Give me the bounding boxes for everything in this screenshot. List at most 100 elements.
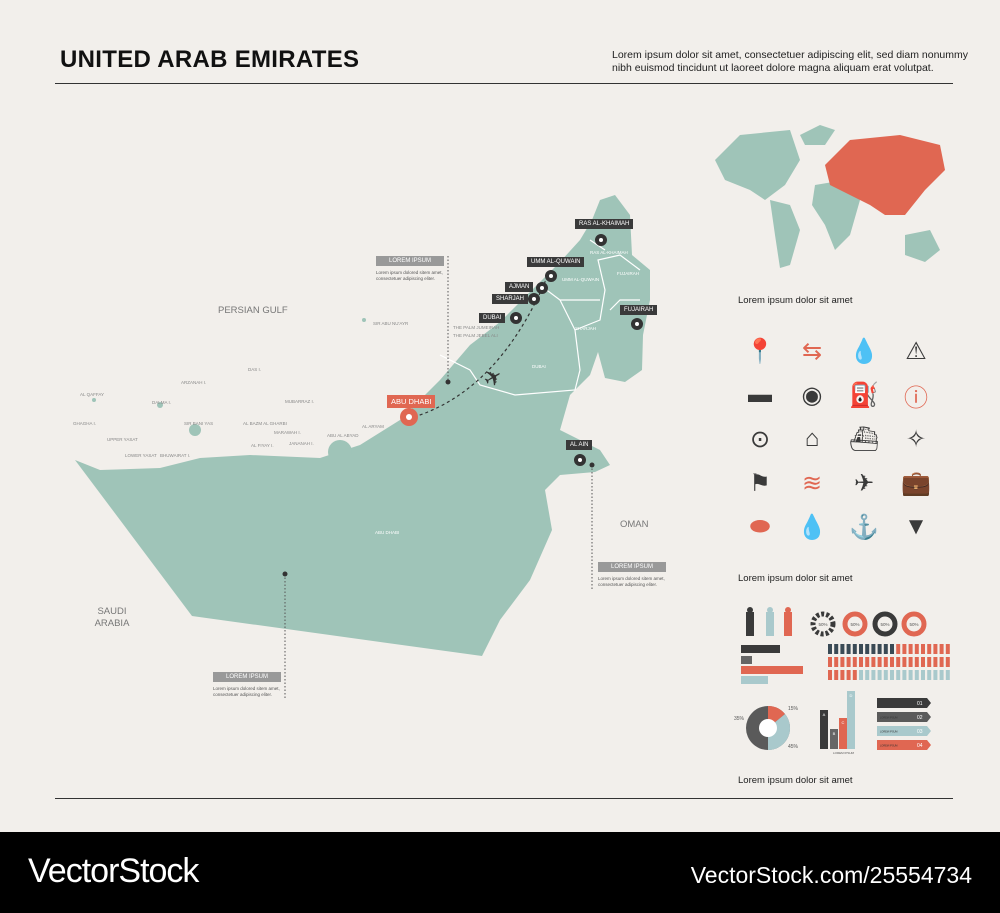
- callout-title: LOREM IPSUM: [213, 672, 281, 682]
- brand-logo: VectorStock: [28, 852, 199, 890]
- image-id: VectorStock.com/25554734: [690, 862, 972, 888]
- person-mark: [939, 644, 944, 654]
- drops-icon: 💧: [849, 337, 879, 365]
- fuel-pump-icon: ⛽: [849, 381, 879, 409]
- compass-icon: ✧: [905, 425, 927, 453]
- person-mark: [896, 644, 901, 654]
- info-icon: ⓘ: [904, 384, 928, 412]
- warning-icon: ⚠: [905, 337, 927, 365]
- suitcase-icon: 💼: [901, 469, 931, 497]
- person-mark: [914, 670, 919, 680]
- bar: [847, 691, 855, 749]
- anchor-icon: ⚓: [849, 513, 879, 541]
- city-marker[interactable]: [536, 282, 548, 294]
- description: Lorem ipsum dolor sit amet, consectetuer…: [612, 49, 968, 74]
- capital-marker[interactable]: [400, 408, 418, 426]
- callout-text: Lorem ipsum dolored sitem amet, consecte…: [598, 576, 665, 587]
- city-marker[interactable]: [528, 293, 540, 305]
- person-mark: [902, 644, 907, 654]
- city-marker[interactable]: [595, 234, 607, 246]
- person-mark: [945, 670, 950, 680]
- caption: Lorem ipsum dolor sit amet: [738, 573, 853, 584]
- person-mark: [871, 644, 876, 654]
- person-mark: [883, 657, 888, 667]
- progress-bar: [741, 666, 803, 674]
- circle-dot-icon: ⊙: [749, 425, 771, 453]
- place-label: AL BAZM AL GHARBI: [243, 421, 287, 426]
- city-label: SHARJAH: [492, 294, 529, 304]
- target-icon: ◉: [801, 381, 823, 409]
- place-label: LOWER YASAT: [125, 453, 157, 458]
- bar-label: A: [823, 712, 826, 717]
- place-label: GHAGHA I.: [73, 421, 97, 426]
- person-mark: [896, 657, 901, 667]
- person-mark: [908, 657, 913, 667]
- city-label: RAS AL-KHAIMAH: [575, 219, 634, 229]
- flag-banner-icon: ▬: [748, 381, 772, 408]
- footer: VectorStock VectorStock.com/25554734: [0, 832, 1000, 913]
- place-label: SIR BANI YAS: [184, 421, 214, 426]
- donut-label: 50%: [818, 622, 827, 627]
- city-marker[interactable]: [545, 270, 557, 282]
- pie-label: 45%: [788, 744, 799, 750]
- person-mark: [896, 670, 901, 680]
- place-label: SIR ABU NU'AYR: [373, 321, 409, 326]
- person-mark: [927, 670, 932, 680]
- person-mark: [834, 644, 839, 654]
- person-mark: [834, 657, 839, 667]
- place-label: THE PALM JEBEL ALI: [453, 333, 498, 338]
- donut-ring: [872, 611, 898, 637]
- place-label: ARZANAH I.: [181, 380, 207, 385]
- region-abu-dhabi: ABU DHABI: [375, 530, 400, 535]
- list-item: [877, 698, 931, 708]
- city-marker[interactable]: [510, 312, 522, 324]
- place-label: ABU AL ABYAD: [327, 433, 359, 438]
- person-mark: [939, 670, 944, 680]
- donut-label: 50%: [850, 622, 859, 627]
- person-mark: [865, 657, 870, 667]
- person-mark: [933, 670, 938, 680]
- person-mark: [902, 657, 907, 667]
- person-mark: [945, 644, 950, 654]
- region-dubai: DUBAI: [532, 364, 546, 369]
- person-figure: [746, 612, 754, 636]
- person-mark: [859, 644, 863, 654]
- place-label: BHUWAIRAT I.: [160, 453, 191, 458]
- push-pin-icon: ⬬: [749, 513, 771, 540]
- person-mark: [859, 670, 863, 680]
- donut-ring: [901, 611, 927, 637]
- place-label: MARAWAH I.: [274, 430, 301, 435]
- pie-label: 35%: [734, 716, 745, 722]
- place-label: UPPER YASAT: [107, 437, 138, 442]
- place-label: AL ARYAM: [362, 424, 384, 429]
- caption: Lorem ipsum dolor sit amet: [738, 295, 853, 306]
- ship-icon: ⛴: [848, 425, 880, 453]
- flight-route: [413, 274, 549, 418]
- city-label: FUJAIRAH: [620, 305, 658, 315]
- flag-icon: ⚑: [749, 469, 771, 497]
- city-marker[interactable]: [631, 318, 643, 330]
- person-mark: [883, 644, 888, 654]
- city-marker[interactable]: [574, 454, 586, 466]
- callout-title: LOREM IPSUM: [598, 562, 666, 572]
- city-label: AJMAN: [505, 282, 534, 292]
- progress-bar: [741, 676, 768, 684]
- capital-label: ABU DHABI: [387, 395, 436, 408]
- person-mark: [933, 644, 938, 654]
- list-item: [877, 740, 931, 750]
- donut-label: 50%: [880, 622, 889, 627]
- person-mark: [871, 657, 876, 667]
- map-pin-icon: 📍: [745, 337, 775, 365]
- donut-ring: [810, 611, 836, 637]
- person-mark: [927, 644, 932, 654]
- numbered-list: 01 02 LOREM IPSUM 03 LOREM IPSUM 04 LOREM IPSU…: [877, 698, 931, 750]
- list-text: LOREM IPSUM: [880, 717, 898, 720]
- person-mark: [852, 644, 857, 654]
- person-mark: [877, 657, 882, 667]
- person-figure: [766, 612, 774, 636]
- place-label: AL FIYAY I.: [251, 443, 274, 448]
- place-label: THE PALM JUMEIRAH: [453, 325, 500, 330]
- pie-label: 15%: [788, 706, 799, 712]
- city-label: DUBAI: [479, 313, 506, 323]
